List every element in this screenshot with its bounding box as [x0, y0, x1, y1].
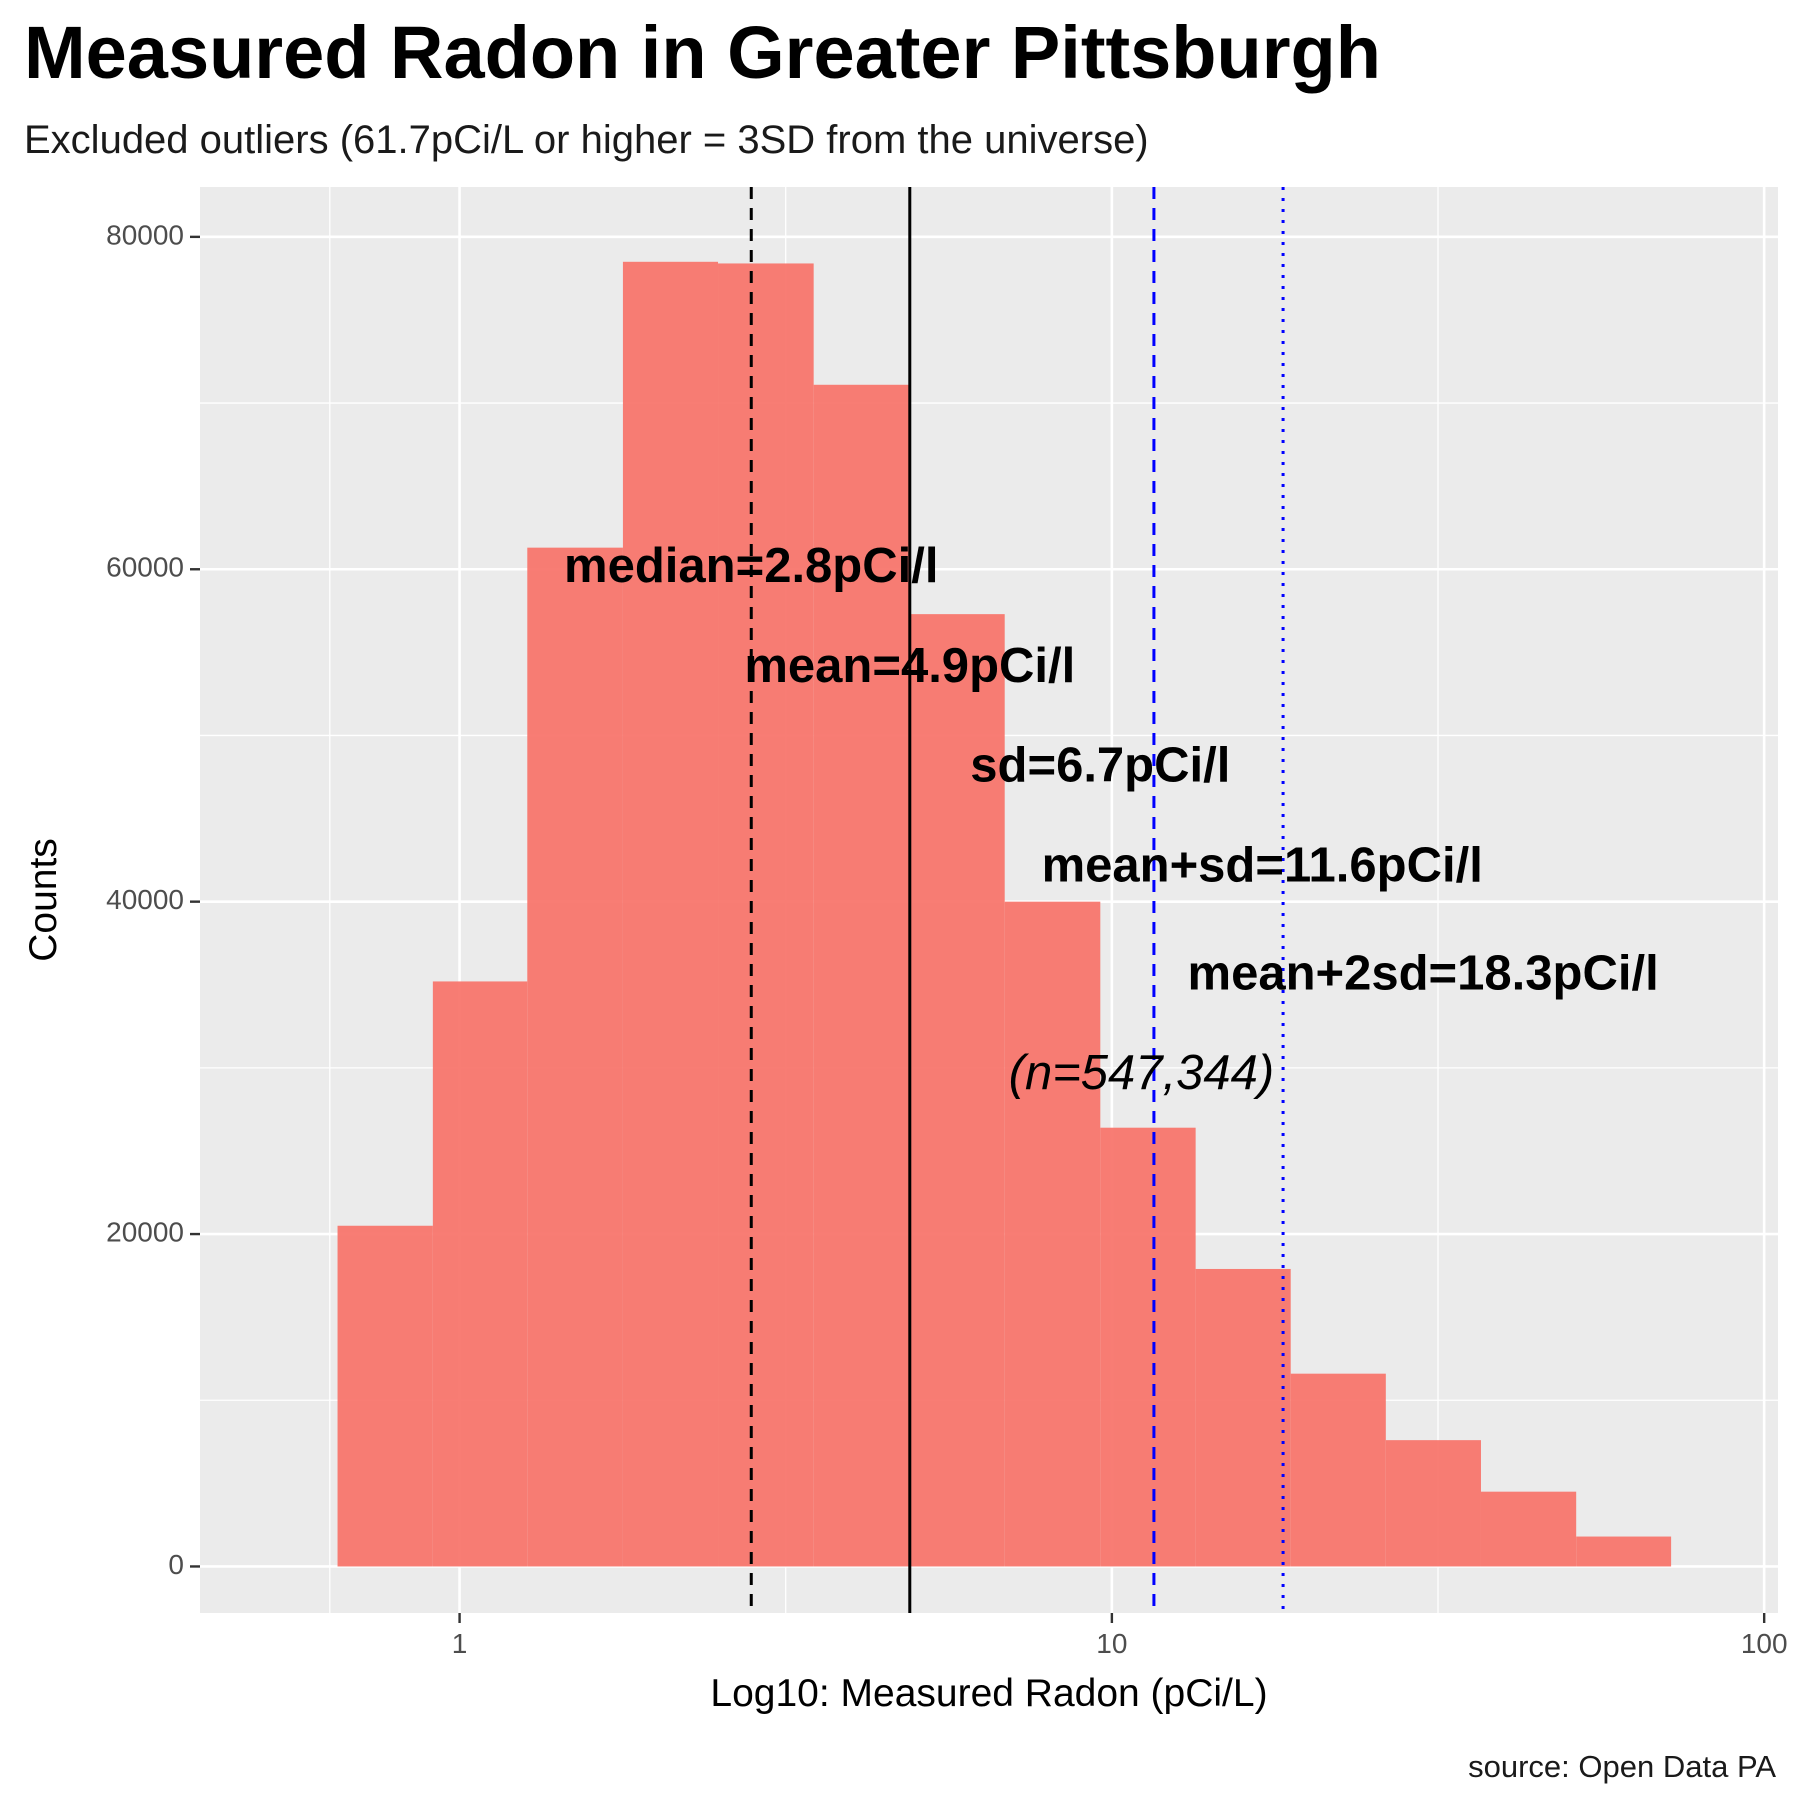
source-caption: source: Open Data PA [1468, 1749, 1776, 1784]
annotation-label: mean+2sd=18.3pCi/l [1188, 946, 1659, 1000]
y-axis-title: Counts [22, 838, 65, 962]
y-tick-label: 80000 [106, 219, 184, 250]
reference-lines [749, 187, 1285, 1613]
histogram-bar [1290, 1373, 1386, 1567]
histogram-bar [1480, 1491, 1577, 1567]
annotations: median=2.8pCi/l mean=4.9pCi/l sd=6.7pCi/l m… [564, 539, 1659, 1100]
x-axis-title: Log10: Measured Radon (pCi/L) [710, 1672, 1267, 1715]
histogram-bar [1100, 1127, 1196, 1567]
histogram-bar [432, 981, 528, 1567]
axes: 0 20000 40000 60000 80000 1 10 100 [106, 219, 1787, 1659]
histogram-bar [1576, 1536, 1672, 1567]
annotation-label: (n=547,344) [1009, 1046, 1275, 1100]
annotation-label: sd=6.7pCi/l [970, 739, 1230, 793]
y-tick-label: 0 [168, 1549, 184, 1580]
histogram-bar [1004, 901, 1101, 1567]
y-tick-label: 40000 [106, 884, 184, 915]
y-tick-label: 20000 [106, 1216, 184, 1247]
annotation-label: mean=4.9pCi/l [744, 639, 1075, 693]
histogram-bar [813, 384, 910, 1567]
x-tick-label: 100 [1741, 1628, 1788, 1659]
histogram-bar [909, 614, 1005, 1567]
histogram-bars [337, 261, 1672, 1567]
annotation-label: median=2.8pCi/l [564, 539, 938, 593]
x-tick-label: 10 [1096, 1628, 1127, 1659]
chart-subtitle: Excluded outliers (61.7pCi/L or higher =… [24, 118, 1149, 162]
x-tick-label: 1 [452, 1628, 468, 1659]
histogram-bar [1385, 1440, 1481, 1567]
histogram-bar [527, 547, 623, 1567]
y-tick-label: 60000 [106, 552, 184, 583]
histogram-bar [1195, 1268, 1291, 1567]
histogram-bar [337, 1225, 433, 1567]
annotation-label: mean+sd=11.6pCi/l [1042, 838, 1483, 892]
histogram-bar [622, 261, 719, 1567]
chart-title: Measured Radon in Greater Pittsburgh [24, 11, 1381, 94]
histogram-bar [718, 263, 814, 1567]
